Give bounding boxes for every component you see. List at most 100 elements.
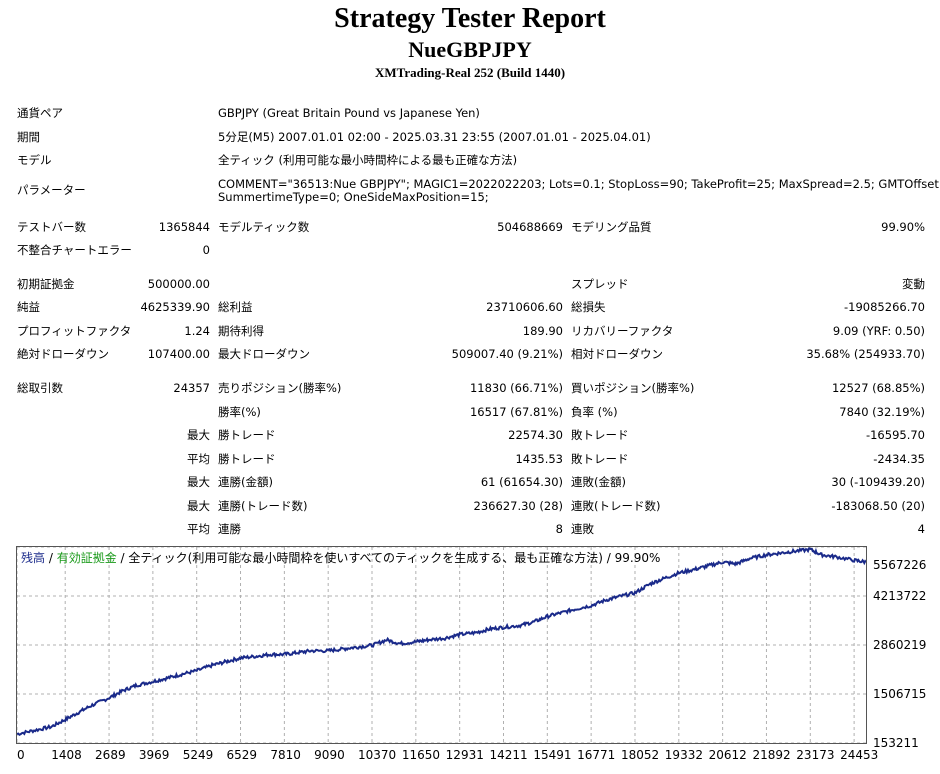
avg-cons-loss-label: 連敗 [571,522,594,536]
short-value: 11830 (66.71%) [469,381,563,395]
short-label: 売りポジション(勝率%) [218,381,342,395]
x-tick-label: 3969 [138,748,170,762]
max-label-2: 最大 [187,475,210,489]
x-tick-label: 5249 [182,748,214,762]
x-tick-label: 14211 [489,748,528,762]
quality-label: モデリング品質 [571,220,652,234]
y-tick-label: 4213722 [873,589,927,603]
x-tick-label: 12931 [445,748,484,762]
cons-wins-cnt-label: 連勝(トレード数) [218,499,308,513]
max-dd-value: 509007.40 (9.21%) [451,347,563,361]
x-tick-label: 9090 [314,748,345,762]
long-value: 12527 (68.85%) [831,381,925,395]
report-subtitle: NueGBPJPY [408,37,532,62]
x-tick-label: 19332 [664,748,703,762]
pf-label: プロフィットファクタ [17,324,132,338]
avg-cons-win-label: 連勝 [218,522,241,536]
ticks-value: 504688669 [497,220,563,234]
pf-value: 1.24 [184,324,210,338]
x-tick-label: 20612 [708,748,747,762]
gross-profit-label: 総利益 [218,300,253,314]
lossrate-label: 負率 (%) [571,405,618,419]
period-label: 期間 [17,130,40,144]
mismatch-label: 不整合チャートエラー [17,243,132,257]
quality-value: 99.90% [881,220,925,234]
pair-label: 通貨ペア [17,106,63,120]
x-tick-label: 10370 [358,748,397,762]
avg-cons-win-value: 8 [555,522,563,536]
model-label: モデル [17,153,52,167]
legend-sep-1: / [45,551,57,565]
x-tick-label: 21892 [752,748,791,762]
avg-loss-label: 敗トレード [571,452,629,466]
chart-legend: 残高 / 有効証拠金 / 全ティック(利用可能な最小時間枠を使いすべてのティック… [21,551,660,565]
cons-loss-cnt-label: 連敗(トレード数) [571,499,661,513]
x-tick-label: 24453 [840,748,879,762]
avg-loss-value: -2434.35 [873,452,925,466]
model-value: 全ティック (利用可能な最小時間枠による最も正確な方法) [218,153,518,167]
rel-dd-label: 相対ドローダウン [571,347,663,361]
legend-equity: 有効証拠金 [56,551,117,565]
cons-loss-amt-label: 連敗(金額) [571,475,626,489]
cons-loss-amt-value: 30 (-109439.20) [831,475,925,489]
cons-wins-amt-label: 連勝(金額) [218,475,273,489]
expected-value: 189.90 [522,324,563,338]
avg-label-2: 平均 [187,522,210,536]
params-line-2: SummertimeType=0; OneSideMaxPosition=15; [218,190,489,204]
x-tick-label: 11650 [401,748,440,762]
period-value: 5分足(M5) 2007.01.01 02:00 - 2025.03.31 23… [218,130,651,144]
max-label-3: 最大 [187,499,210,513]
rel-dd-value: 35.68% (254933.70) [806,347,925,361]
total-trades-value: 24357 [173,381,210,395]
largest-win-label: 勝トレード [218,428,276,442]
deposit-label: 初期証拠金 [17,277,75,291]
abs-dd-label: 絶対ドローダウン [17,347,109,361]
y-tick-label: 5567226 [873,558,927,572]
x-tick-label: 1408 [51,748,82,762]
report-title: Strategy Tester Report [334,3,606,34]
max-dd-label: 最大ドローダウン [218,347,310,361]
largest-loss-value: -16595.70 [865,428,925,442]
spread-label: スプレッド [571,277,629,291]
avg-label-1: 平均 [187,452,210,466]
net-value: 4625339.90 [140,300,210,314]
bars-value: 1365844 [158,220,210,234]
cons-loss-cnt-value: -183068.50 (20) [831,499,925,513]
y-tick-label: 1506715 [873,687,927,701]
recovery-label: リカバリーファクタ [571,324,674,338]
cons-wins-cnt-value: 236627.30 (28) [473,499,563,513]
balance-chart: 残高 / 有効証拠金 / 全ティック(利用可能な最小時間枠を使いすべてのティック… [16,546,867,744]
largest-win-value: 22574.30 [508,428,563,442]
x-tick-label: 6529 [226,748,258,762]
legend-sep-2: / [116,551,129,565]
cons-wins-amt-value: 61 (61654.30) [480,475,563,489]
max-label-1: 最大 [187,428,210,442]
deposit-value: 500000.00 [147,277,210,291]
x-tick-label: 23173 [796,748,835,762]
gross-profit-value: 23710606.60 [486,300,563,314]
gross-loss-label: 総損失 [571,300,606,314]
avg-win-label: 勝トレード [218,452,276,466]
avg-cons-loss-value: 4 [917,522,925,536]
recovery-value: 9.09 (YRF: 0.50) [832,324,925,338]
abs-dd-value: 107400.00 [147,347,210,361]
x-tick-label: 15491 [533,748,572,762]
params-label: パラメーター [17,183,86,197]
spread-value: 変動 [902,277,925,291]
long-label: 買いポジション(勝率%) [571,381,695,395]
balance-line [17,547,866,737]
params-line-1: COMMENT="36513:Nue GBPJPY"; MAGIC1=20220… [218,177,940,191]
bars-label: テストバー数 [17,220,86,234]
legend-description: 全ティック(利用可能な最小時間枠を使いすべてのティックを生成する、最も正確な方法… [128,551,661,565]
net-label: 純益 [17,300,40,314]
total-trades-label: 総取引数 [17,381,63,395]
expected-label: 期待利得 [218,324,264,338]
largest-loss-label: 敗トレード [571,428,629,442]
chart-plot [17,547,866,743]
y-tick-label: 2860219 [873,638,927,652]
x-tick-label: 0 [17,748,25,762]
pair-value: GBPJPY (Great Britain Pound vs Japanese … [218,106,480,120]
winrate-label: 勝率(%) [218,405,261,419]
x-tick-label: 16771 [577,748,616,762]
x-tick-label: 18052 [620,748,660,762]
